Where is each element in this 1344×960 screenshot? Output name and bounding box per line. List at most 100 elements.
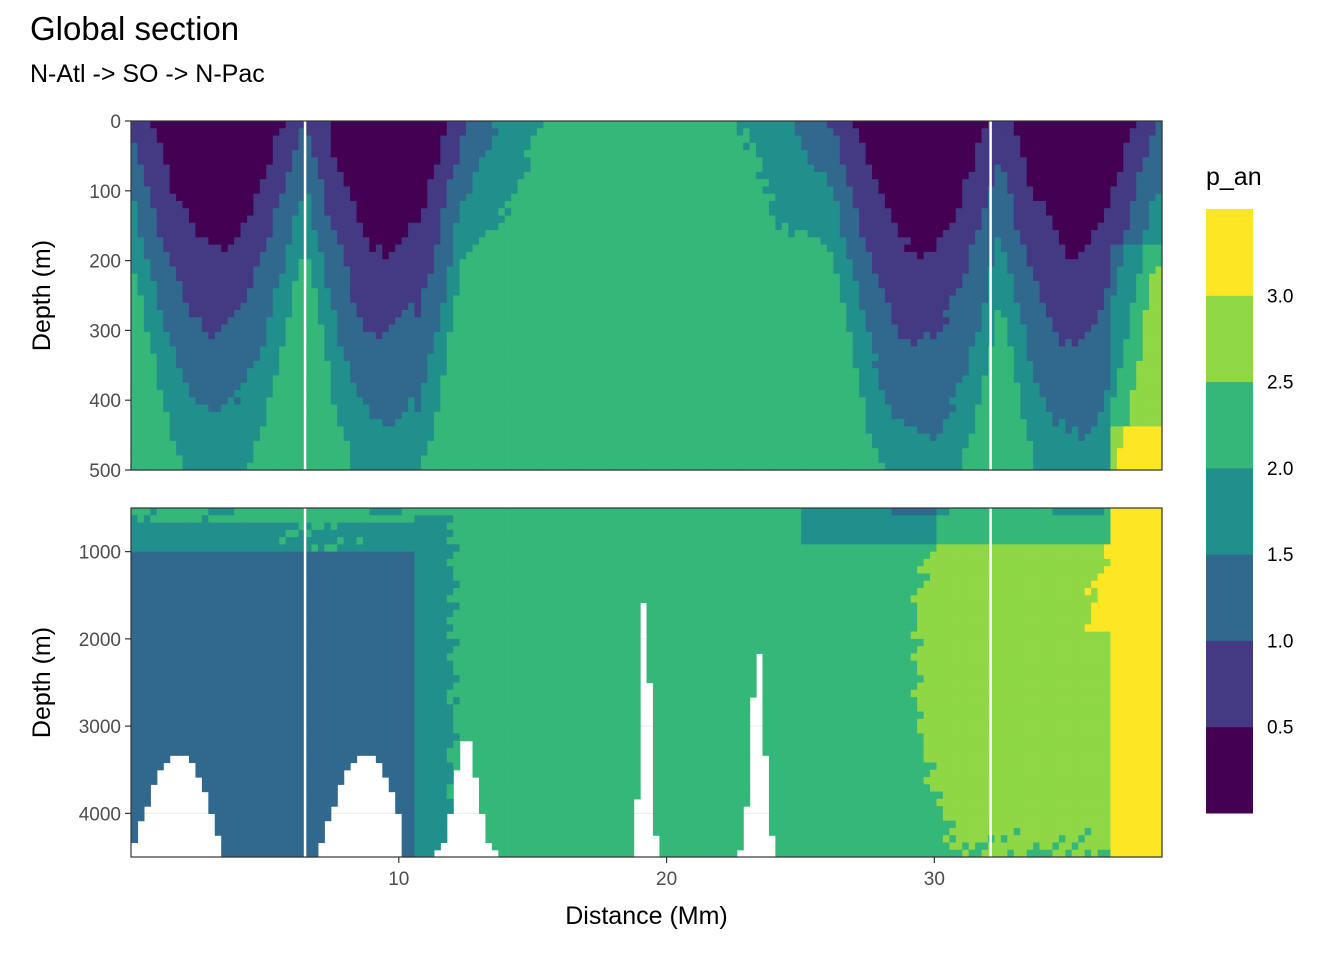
heatmap-cell <box>659 251 667 260</box>
heatmap-cell <box>601 237 609 246</box>
heatmap-cell <box>485 280 493 289</box>
heatmap-cell <box>420 353 429 362</box>
heatmap-cell <box>343 426 351 435</box>
heatmap-cell <box>201 339 209 347</box>
heatmap-cell <box>330 375 338 384</box>
heatmap-cell <box>266 121 274 129</box>
heatmap-cell <box>743 390 751 398</box>
heatmap-cell <box>652 230 660 238</box>
heatmap-cell <box>292 244 300 253</box>
heatmap-cell <box>466 390 474 398</box>
heatmap-cell <box>691 128 699 137</box>
heatmap-cell <box>582 375 590 384</box>
heatmap-cell <box>556 455 564 464</box>
heatmap-cell <box>646 135 654 144</box>
heatmap-cell <box>652 244 660 253</box>
heatmap-cell <box>704 288 712 297</box>
heatmap-cell <box>427 404 435 413</box>
heatmap-cell <box>620 230 628 238</box>
heatmap-cell <box>401 208 409 217</box>
heatmap-cell <box>420 150 429 158</box>
heatmap-cell <box>414 244 422 253</box>
heatmap-cell <box>498 142 506 151</box>
heatmap-cell <box>459 331 467 340</box>
heatmap-cell <box>549 397 557 406</box>
heatmap-cell <box>562 121 570 129</box>
heatmap-cell <box>569 382 577 391</box>
heatmap-cell <box>214 317 222 326</box>
heatmap-cell <box>337 462 345 471</box>
heatmap-cell <box>691 295 699 304</box>
heatmap-cell <box>150 142 158 151</box>
heatmap-cell <box>375 455 383 464</box>
heatmap-cell <box>466 382 474 391</box>
heatmap-cell <box>517 215 525 224</box>
heatmap-cell <box>143 382 151 391</box>
heatmap-cell <box>640 419 648 427</box>
heatmap-cell <box>749 346 757 355</box>
heatmap-cell <box>356 404 364 413</box>
heatmap-cell <box>511 121 519 129</box>
heatmap-cell <box>472 280 480 289</box>
heatmap-cell <box>582 411 590 420</box>
heatmap-cell <box>588 448 596 457</box>
heatmap-cell <box>137 426 145 435</box>
heatmap-cell <box>375 266 383 275</box>
heatmap-cell <box>659 259 667 268</box>
heatmap-cell <box>350 237 358 246</box>
heatmap-cell <box>685 375 693 384</box>
heatmap-cell <box>221 433 229 442</box>
heatmap-cell <box>704 222 712 231</box>
heatmap-cell <box>498 346 506 355</box>
heatmap-cell <box>266 426 274 435</box>
heatmap-cell <box>640 426 648 435</box>
heatmap-cell <box>646 128 654 137</box>
heatmap-cell <box>659 200 667 209</box>
heatmap-cell <box>659 164 667 173</box>
heatmap-cell <box>176 121 184 129</box>
heatmap-cell <box>736 455 744 464</box>
heatmap-cell <box>730 200 738 209</box>
heatmap-cell <box>150 157 158 166</box>
heatmap-cell <box>627 353 635 362</box>
heatmap-cell <box>459 317 467 326</box>
heatmap-cell <box>601 215 609 224</box>
heatmap-cell <box>317 331 325 340</box>
heatmap-cell <box>188 295 197 304</box>
heatmap-cell <box>749 426 757 435</box>
heatmap-cell <box>582 266 590 275</box>
heatmap-cell <box>601 222 609 231</box>
heatmap-cell <box>240 171 248 180</box>
heatmap-cell <box>176 164 184 173</box>
heatmap-cell <box>420 135 429 144</box>
heatmap-cell <box>163 237 171 246</box>
heatmap-cell <box>485 462 493 471</box>
heatmap-cell <box>601 382 609 391</box>
heatmap-cell <box>659 193 667 202</box>
heatmap-cell <box>330 455 338 464</box>
heatmap-cell <box>234 288 242 297</box>
heatmap-cell <box>704 448 712 457</box>
heatmap-cell <box>498 171 506 180</box>
heatmap-cell <box>446 455 454 464</box>
heatmap-cell <box>330 448 338 457</box>
heatmap-cell <box>627 440 635 449</box>
heatmap-cell <box>279 244 287 253</box>
heatmap-cell <box>698 411 706 420</box>
heatmap-cell <box>279 317 287 326</box>
heatmap-cell <box>285 324 293 333</box>
heatmap-cell <box>362 346 371 355</box>
heatmap-cell <box>530 208 538 217</box>
heatmap-cell <box>420 186 429 195</box>
heatmap-cell <box>440 186 448 195</box>
heatmap-cell <box>620 382 628 391</box>
heatmap-cell <box>491 273 499 282</box>
heatmap-cell <box>324 150 332 158</box>
heatmap-cell <box>292 222 300 231</box>
heatmap-cell <box>137 259 145 268</box>
heatmap-cell <box>575 208 583 217</box>
heatmap-cell <box>459 455 467 464</box>
heatmap-cell <box>672 295 680 304</box>
heatmap-cell <box>788 259 796 268</box>
